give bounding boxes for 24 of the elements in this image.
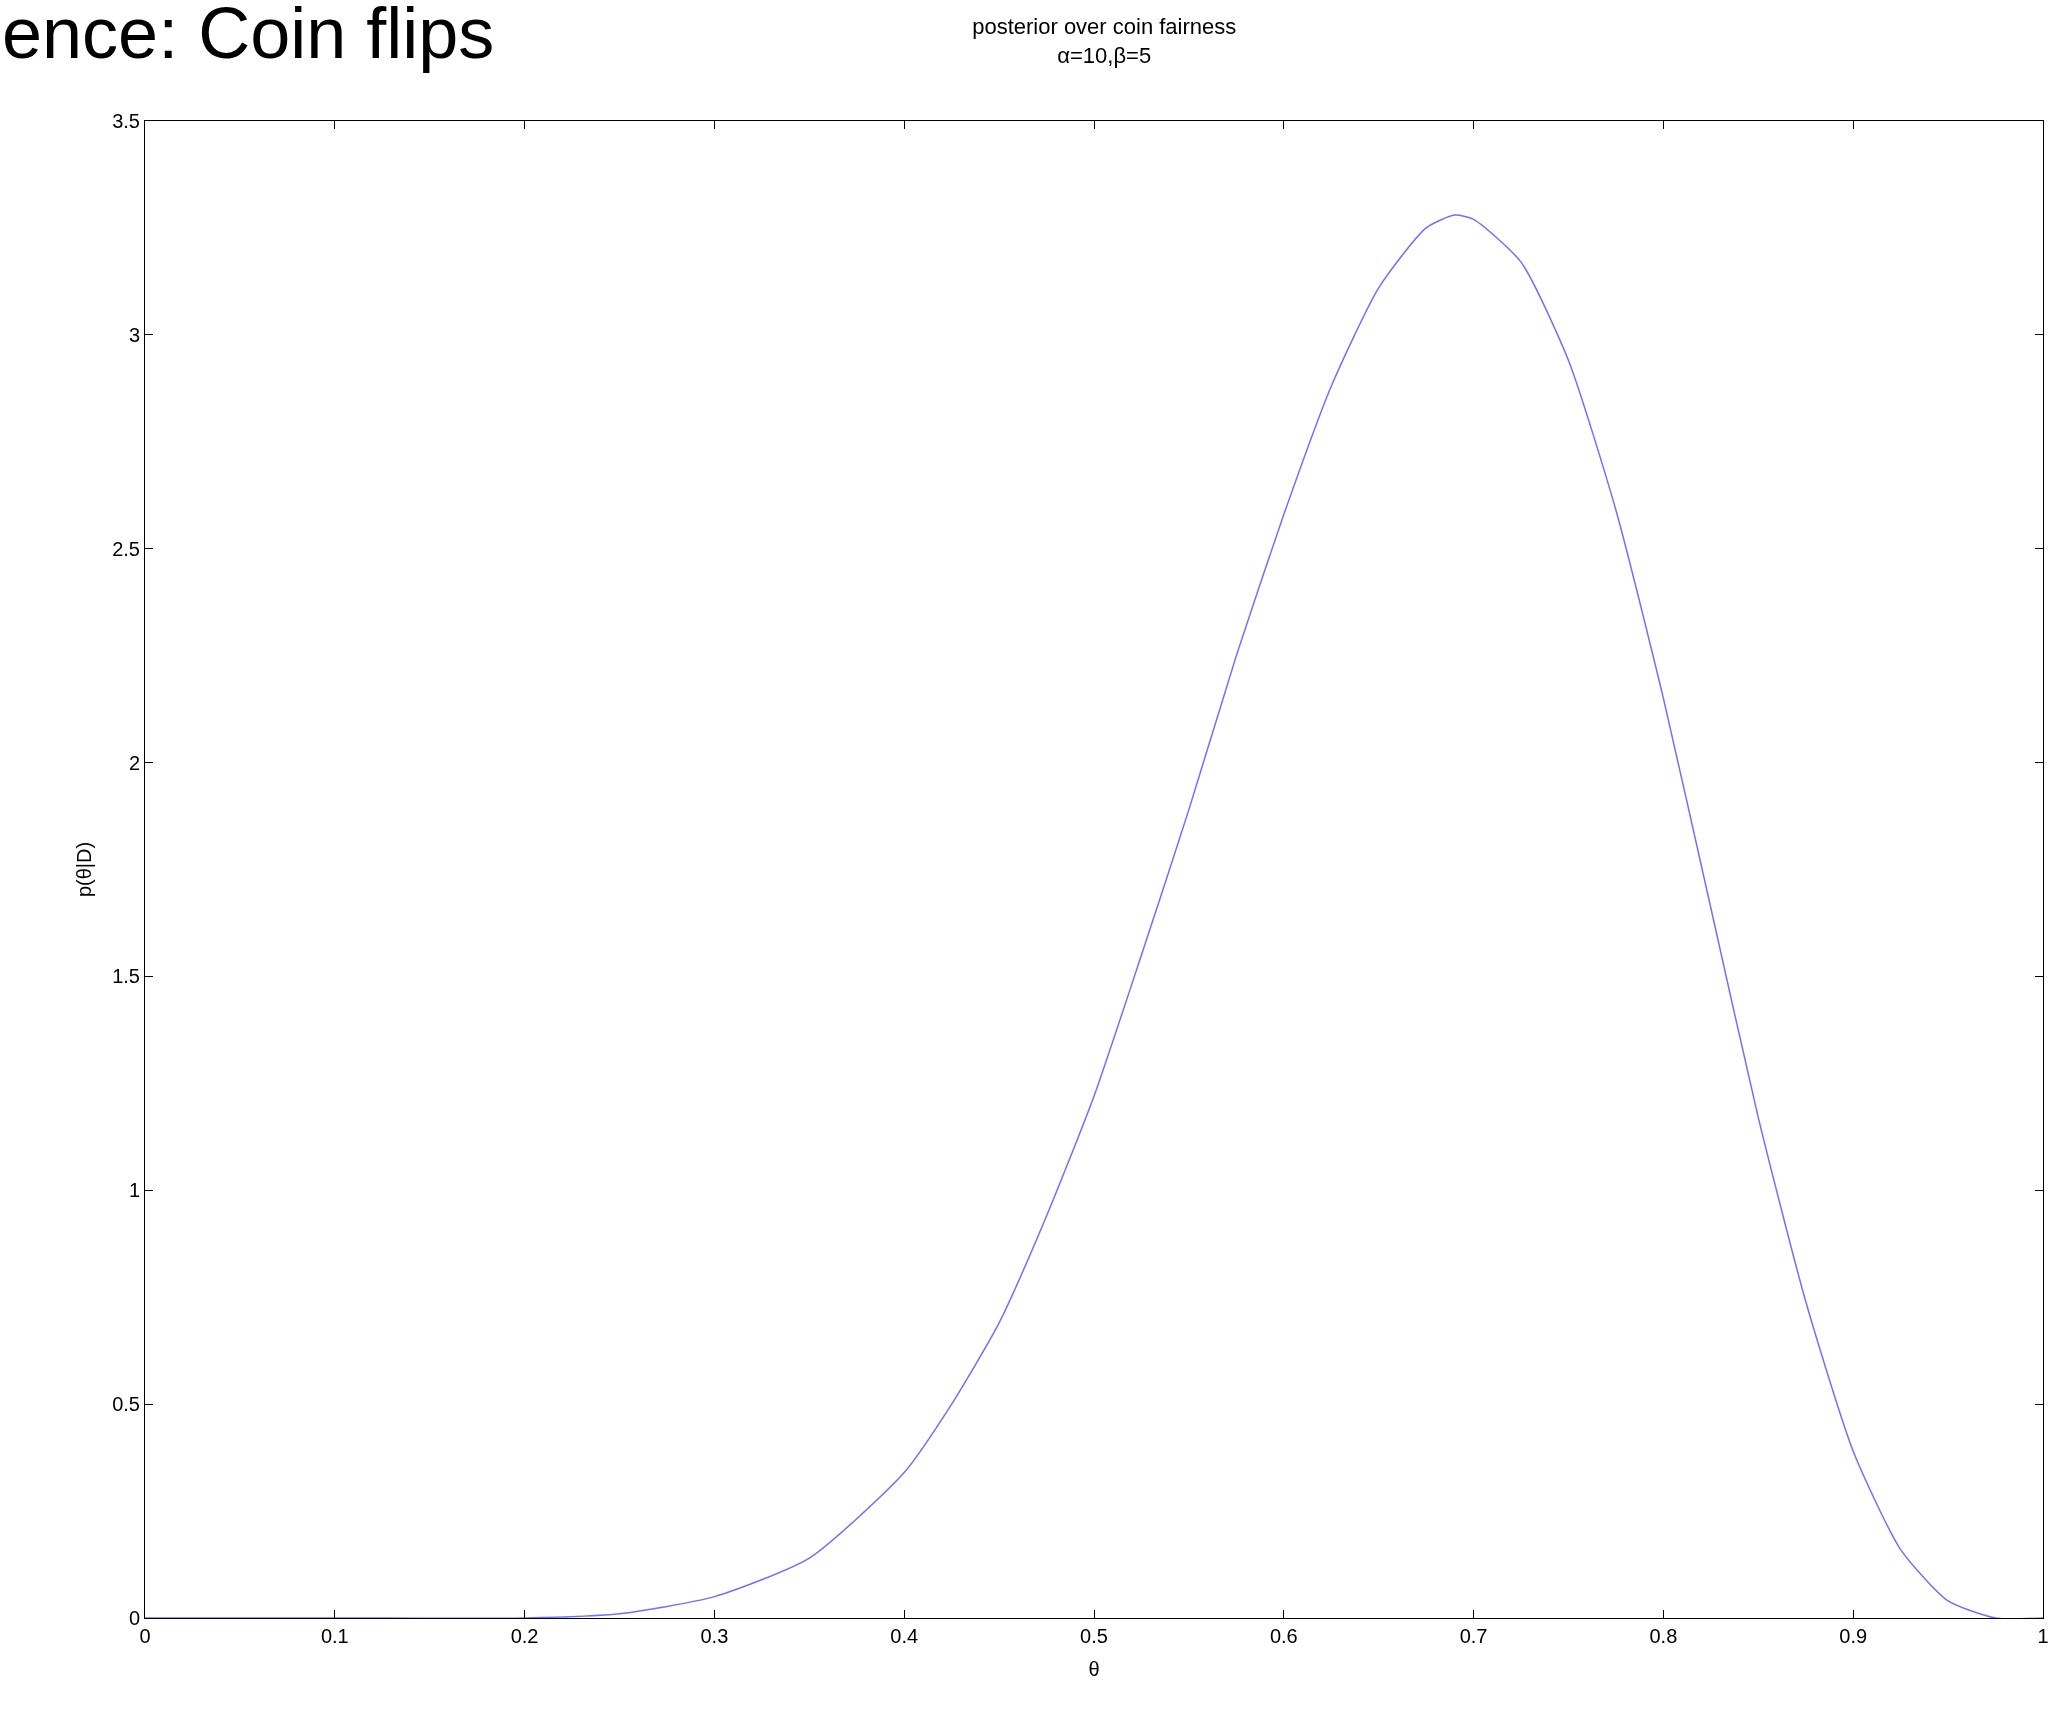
y-tick-label: 1.5 xyxy=(112,965,140,988)
x-tick-label: 0.1 xyxy=(320,1625,349,1647)
y-tick-label: 0 xyxy=(128,1607,140,1629)
x-tick-label: 0.8 xyxy=(1649,1625,1678,1647)
y-tick-label: 3 xyxy=(128,323,140,346)
x-tick-label: 0.4 xyxy=(890,1625,919,1647)
chart-title: posterior over coin fairness xyxy=(972,14,1237,40)
x-axis-title: θ xyxy=(1088,1657,1100,1680)
text: ence: Coin flips xyxy=(2,0,495,73)
y-tick-label: 2.5 xyxy=(112,537,140,560)
x-tick-label: 0.5 xyxy=(1080,1625,1108,1647)
line-series xyxy=(145,214,2043,1618)
x-tick-label: 0.9 xyxy=(1839,1625,1868,1647)
y-tick-label: 0.5 xyxy=(112,1393,140,1416)
chart-subtitle: α=10,β=5 xyxy=(1057,43,1152,69)
x-tick-label: 1 xyxy=(2037,1625,2049,1647)
y-axis-title: p(θ|D) xyxy=(72,841,95,898)
x-tick-label: 0.7 xyxy=(1459,1625,1488,1647)
y-tick-label: 2 xyxy=(128,751,140,774)
x-tick-label: 0.3 xyxy=(700,1625,729,1647)
y-tick-label: 1 xyxy=(128,1179,140,1202)
x-tick-label: 0.2 xyxy=(510,1625,539,1647)
y-tick-label: 3.5 xyxy=(112,110,140,132)
x-tick-label: 0.6 xyxy=(1269,1625,1298,1647)
